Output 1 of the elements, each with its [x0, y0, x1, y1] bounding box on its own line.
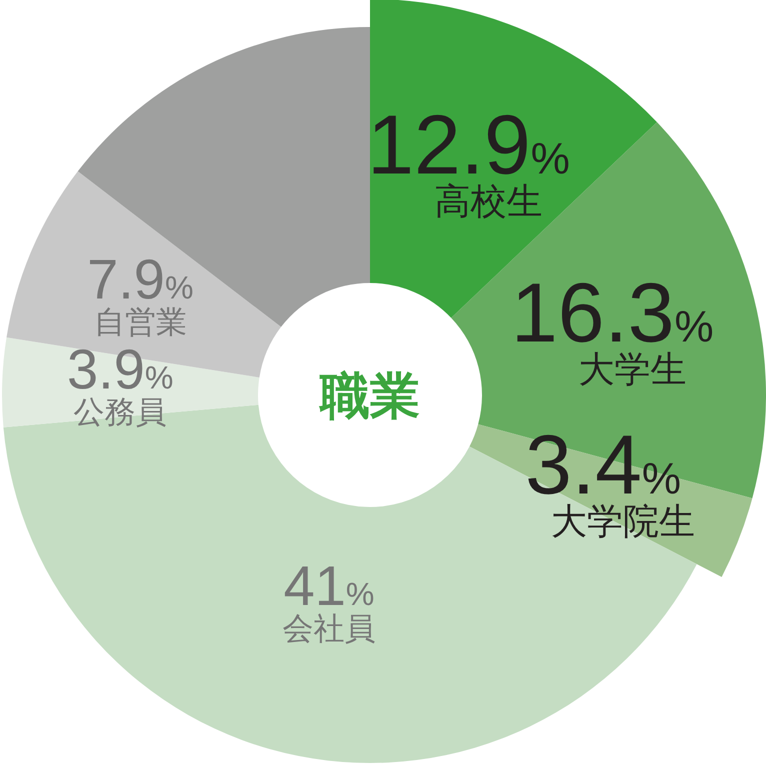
title: 職業 — [320, 368, 420, 424]
